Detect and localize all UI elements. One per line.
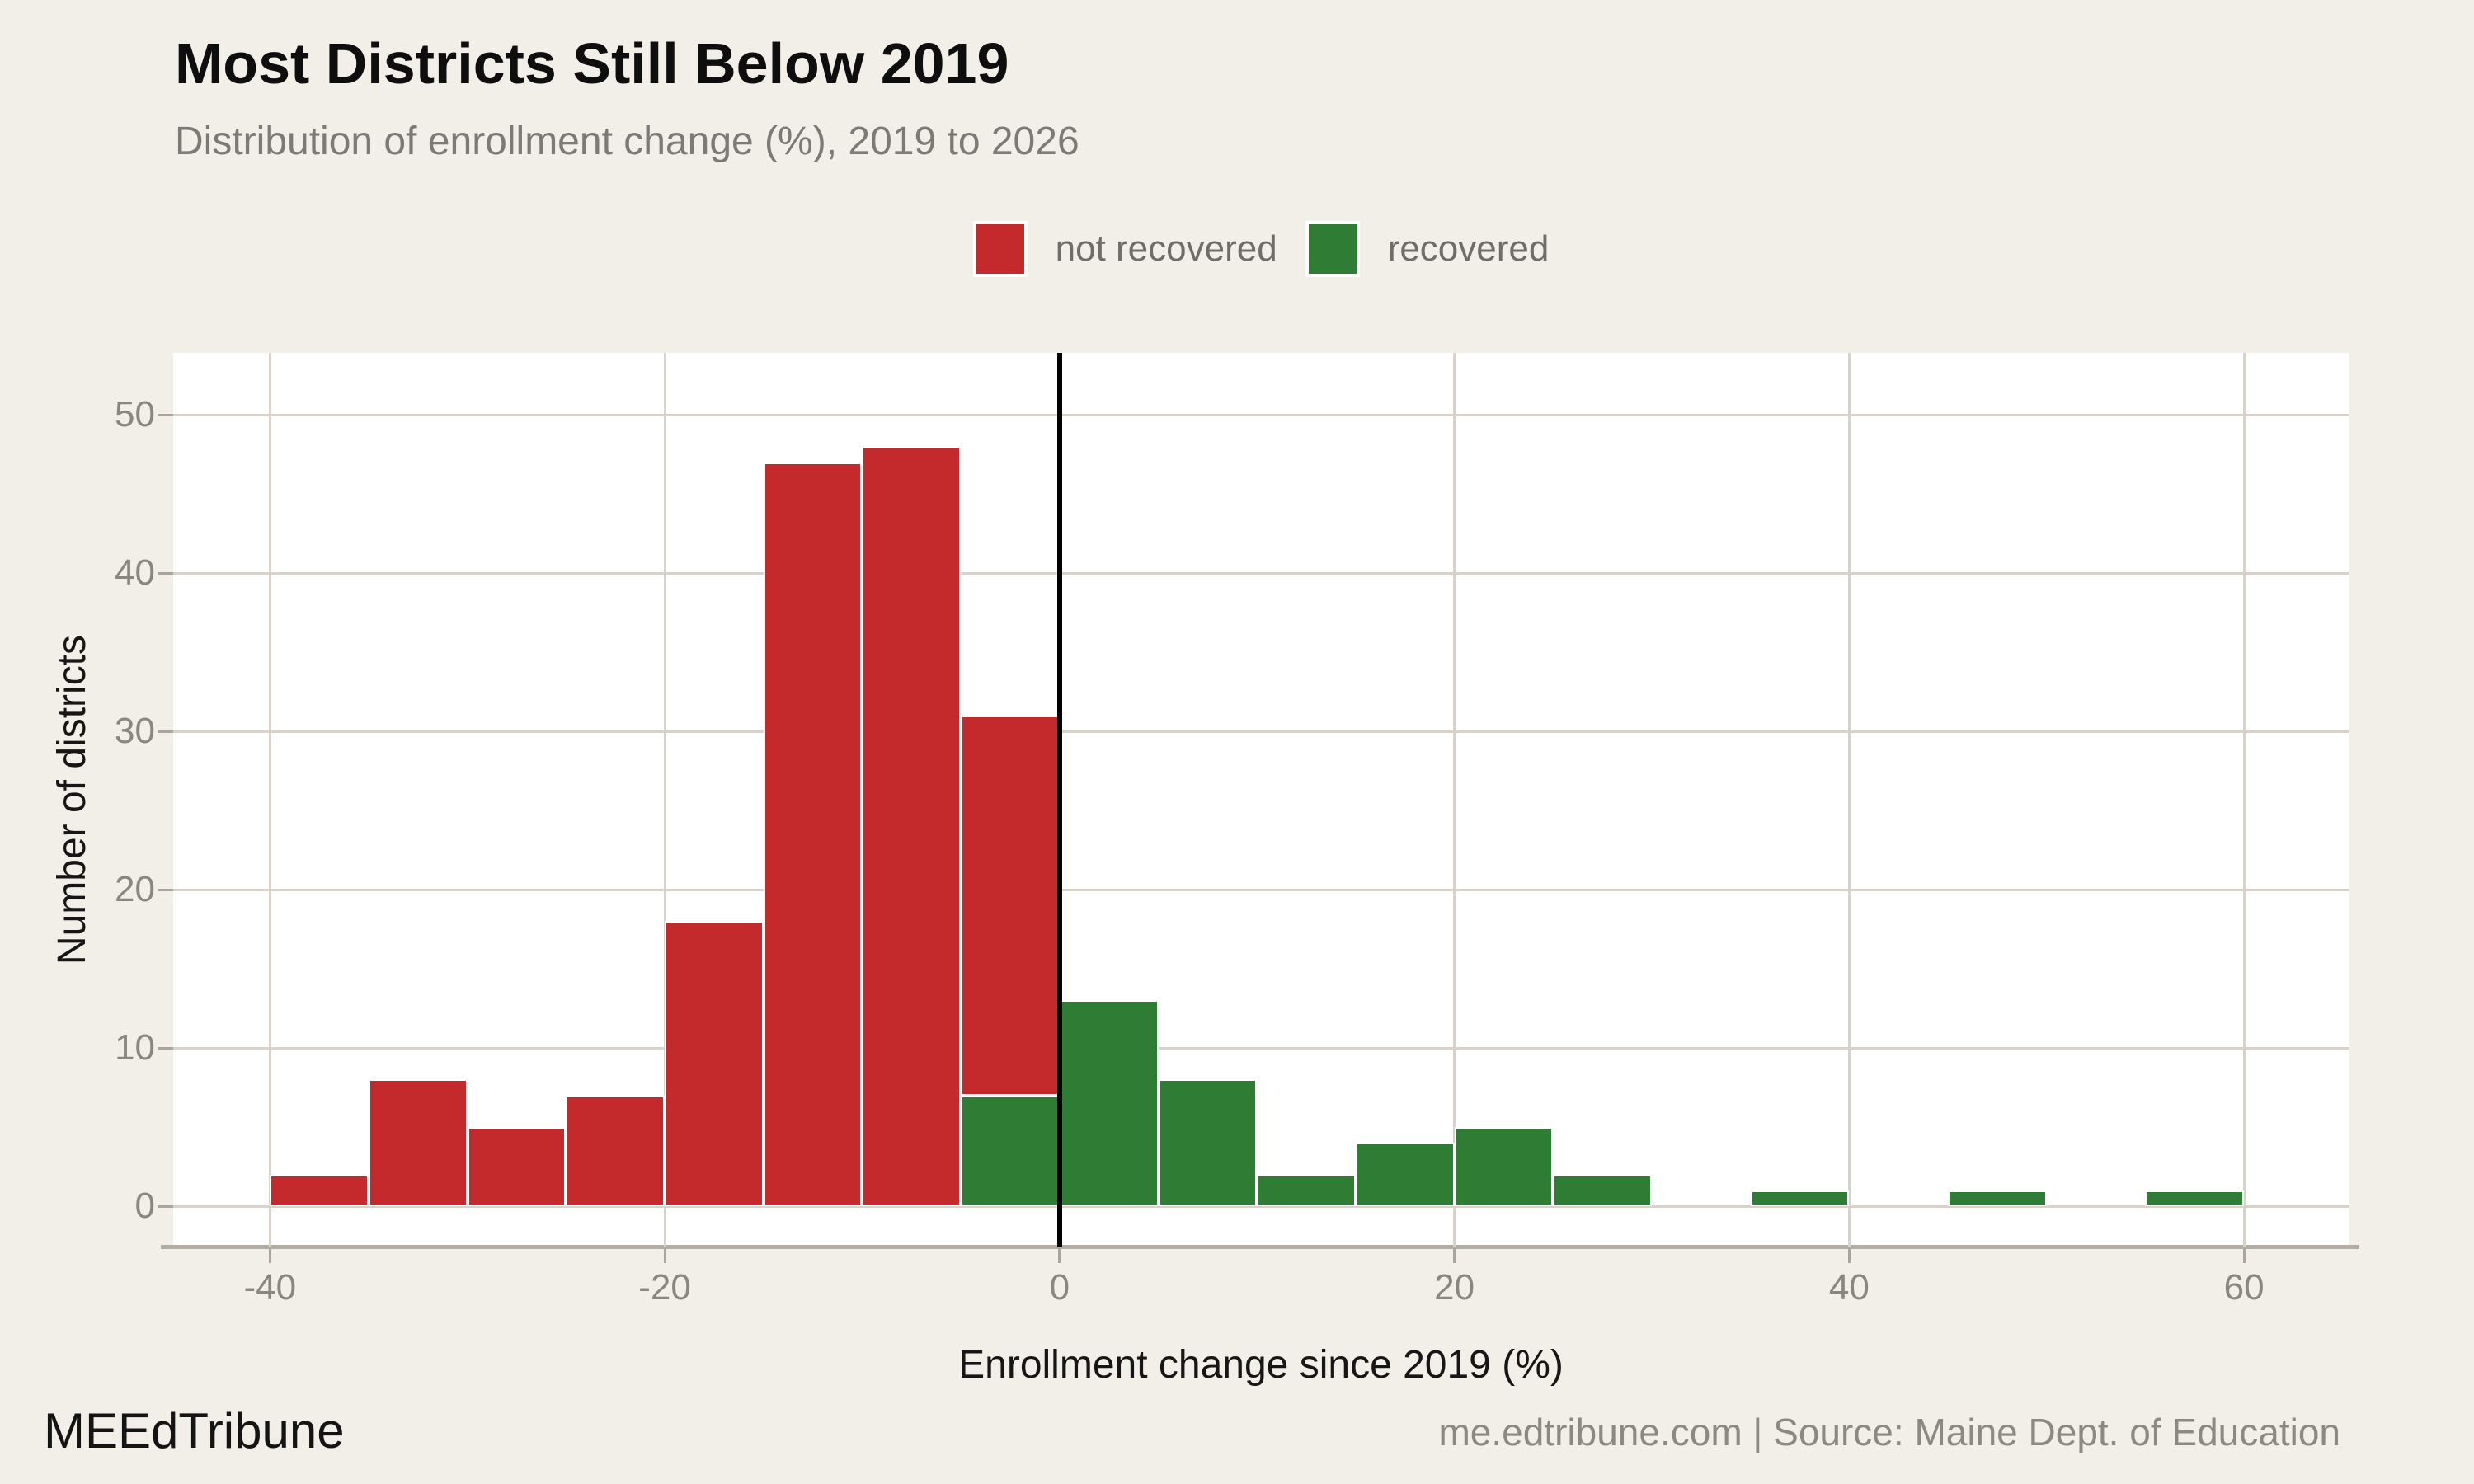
bar-segment-not-recovered [368,1079,468,1207]
x-tick-label: -20 [638,1267,691,1308]
y-tick-label: 40 [115,552,155,594]
legend-swatch-recovered-icon [1305,221,1360,277]
bar-segment-not-recovered [467,1127,567,1207]
legend-item-recovered: recovered [1305,221,1550,277]
y-tick-label: 30 [115,711,155,752]
bar-segment-recovered [1454,1127,1554,1207]
y-tick-label: 10 [115,1027,155,1068]
chart-title: Most Districts Still Below 2019 [175,31,1009,96]
legend-label-recovered: recovered [1387,228,1550,269]
x-tick-label: 60 [2223,1267,2265,1308]
v-gridline [268,353,271,1247]
x-axis-title: Enrollment change since 2019 (%) [958,1343,1564,1387]
y-tick-mark [158,571,173,575]
h-gridline [173,1046,2349,1050]
v-gridline [1847,353,1851,1247]
v-gridline [663,353,666,1247]
x-tick-mark [2242,1249,2246,1263]
bar-segment-recovered [1257,1174,1356,1207]
y-tick-mark [158,413,173,416]
legend: not recovered recovered [173,221,2349,277]
h-gridline [173,413,2349,416]
plot-area [173,353,2349,1247]
y-tick-label: 0 [134,1186,155,1227]
chart-subtitle: Distribution of enrollment change (%), 2… [175,120,1079,163]
bar-segment-recovered [1948,1190,2047,1207]
bar-segment-recovered [1750,1190,1850,1207]
legend-label-not-recovered: not recovered [1055,228,1277,269]
v-gridline [1453,353,1456,1247]
bar-segment-recovered [1553,1174,1652,1207]
h-gridline [173,888,2349,891]
legend-item-not-recovered: not recovered [972,221,1277,277]
x-tick-mark [1453,1249,1456,1263]
bar-segment-not-recovered [665,921,764,1207]
bar-segment-not-recovered [763,462,863,1207]
x-tick-mark [663,1249,666,1263]
bar-segment-not-recovered [566,1095,666,1207]
x-axis-line [161,1245,2359,1249]
v-gridline [2242,353,2246,1247]
bar-segment-recovered [2145,1190,2245,1207]
h-gridline [173,730,2349,733]
y-tick-label: 20 [115,869,155,910]
y-tick-mark [158,888,173,891]
x-tick-label: 40 [1828,1267,1870,1308]
brand: MEEdTribune [44,1403,345,1458]
bar-segment-recovered [1059,1000,1159,1207]
y-tick-label: 50 [115,394,155,435]
zero-reference-line [1056,353,1062,1247]
bar-segment-recovered [961,1095,1060,1207]
x-tick-mark [1058,1249,1061,1263]
y-tick-mark [158,730,173,733]
legend-swatch-not-recovered-icon [972,221,1028,277]
h-gridline [173,571,2349,575]
bar-segment-recovered [1158,1079,1258,1207]
x-tick-label: 20 [1434,1267,1475,1308]
x-tick-label: -40 [243,1267,297,1308]
bar-segment-not-recovered [270,1174,369,1207]
x-tick-mark [268,1249,271,1263]
y-tick-mark [158,1205,173,1208]
x-tick-label: 0 [1049,1267,1070,1308]
source-attribution: me.edtribune.com | Source: Maine Dept. o… [1438,1411,2340,1453]
bar-segment-recovered [1355,1143,1455,1207]
bar-segment-not-recovered [961,715,1060,1096]
bar-segment-not-recovered [862,446,962,1207]
y-axis-title: Number of districts [50,634,94,965]
h-gridline [173,1205,2349,1208]
x-tick-mark [1847,1249,1851,1263]
y-tick-mark [158,1046,173,1050]
